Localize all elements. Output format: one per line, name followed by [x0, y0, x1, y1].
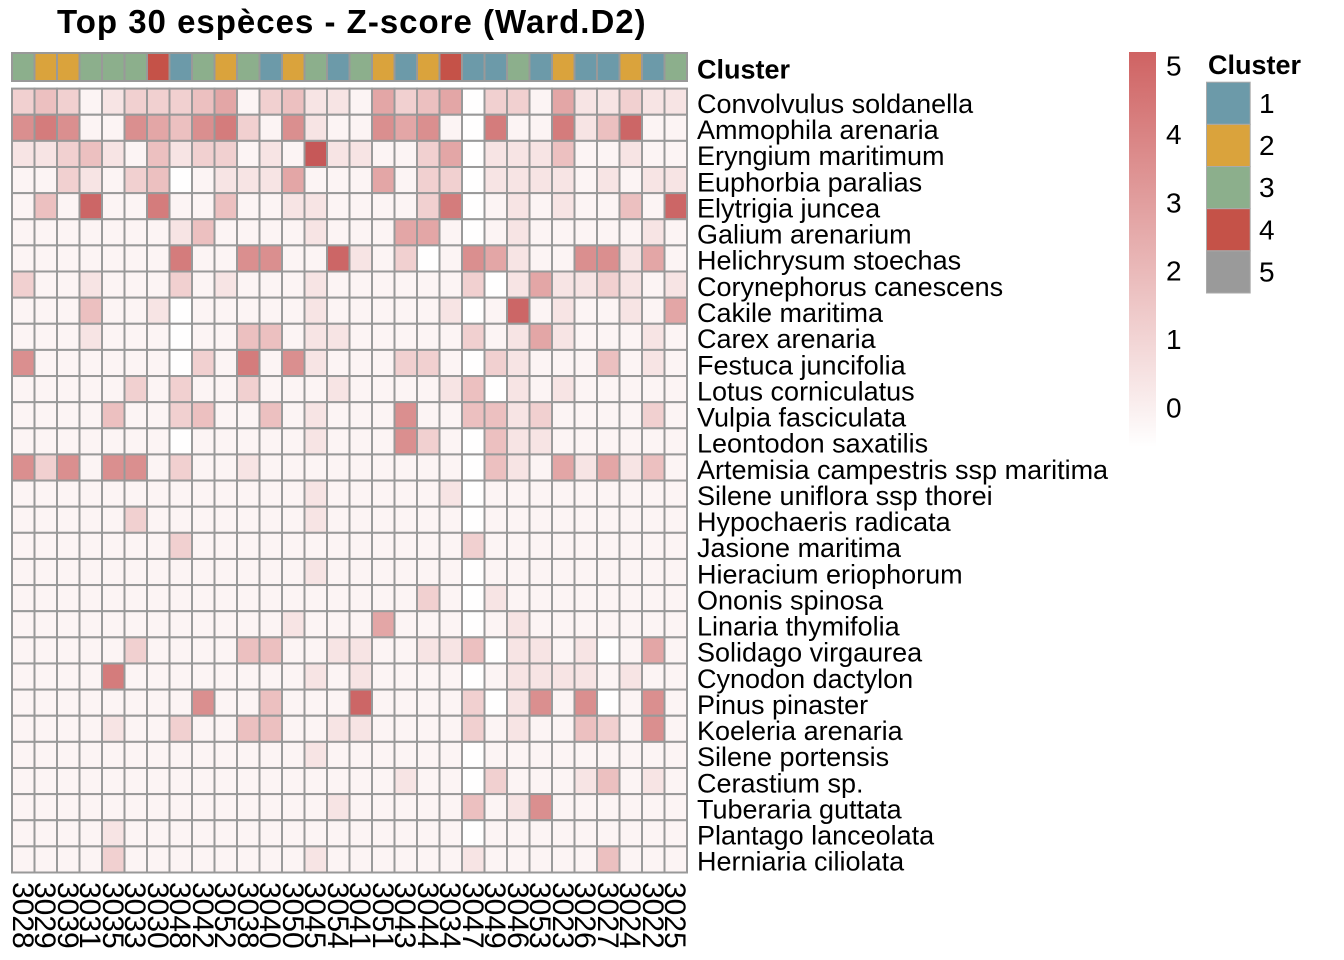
svg-text:4: 4 [1166, 119, 1182, 150]
svg-text:Euphorbia paralias: Euphorbia paralias [697, 167, 922, 197]
svg-text:Convolvulus soldanella: Convolvulus soldanella [697, 89, 974, 119]
svg-text:Hieracium eriophorum: Hieracium eriophorum [697, 559, 963, 589]
svg-text:3047: 3047 [456, 882, 489, 949]
svg-text:3051: 3051 [366, 882, 399, 949]
svg-text:3038: 3038 [231, 882, 264, 949]
svg-text:Tuberaria guttata: Tuberaria guttata [697, 795, 903, 825]
svg-text:Eryngium maritimum: Eryngium maritimum [697, 141, 945, 171]
svg-text:Elytrigia juncea: Elytrigia juncea [697, 194, 881, 224]
svg-text:Ononis spinosa: Ononis spinosa [697, 585, 884, 615]
svg-text:3052: 3052 [208, 882, 241, 949]
svg-text:4: 4 [1259, 214, 1275, 245]
svg-text:3029: 3029 [28, 882, 61, 949]
svg-text:3035: 3035 [96, 882, 129, 949]
svg-text:3033: 3033 [118, 882, 151, 949]
svg-text:Solidago virgaurea: Solidago virgaurea [697, 638, 923, 668]
svg-text:Ammophila arenaria: Ammophila arenaria [697, 115, 940, 145]
svg-text:3025: 3025 [658, 882, 691, 949]
svg-text:Hypochaeris radicata: Hypochaeris radicata [697, 507, 952, 537]
svg-text:Carex arenaria: Carex arenaria [697, 324, 877, 354]
svg-text:0: 0 [1166, 393, 1182, 424]
svg-text:3026: 3026 [568, 882, 601, 949]
svg-text:Top 30 espèces - Z-score (Ward: Top 30 espèces - Z-score (Ward.D2) [57, 3, 647, 40]
svg-text:Jasione maritima: Jasione maritima [697, 533, 902, 563]
svg-text:5: 5 [1259, 256, 1275, 287]
svg-text:3034: 3034 [433, 882, 466, 949]
svg-text:Lotus corniculatus: Lotus corniculatus [697, 376, 915, 406]
svg-text:3042: 3042 [186, 882, 219, 949]
svg-text:3: 3 [1166, 187, 1182, 218]
svg-text:3030: 3030 [141, 882, 174, 949]
svg-text:Silene portensis: Silene portensis [697, 742, 889, 772]
svg-text:3049: 3049 [478, 882, 511, 949]
svg-text:3048: 3048 [163, 882, 196, 949]
svg-text:Galium arenarium: Galium arenarium [697, 220, 912, 250]
svg-text:3023: 3023 [546, 882, 579, 949]
svg-text:Vulpia fasciculata: Vulpia fasciculata [697, 403, 907, 433]
svg-text:3027: 3027 [591, 882, 624, 949]
svg-text:Artemisia campestris ssp marit: Artemisia campestris ssp maritima [697, 455, 1109, 485]
svg-text:3043: 3043 [388, 882, 421, 949]
svg-text:Cluster: Cluster [697, 55, 791, 85]
svg-text:3031: 3031 [73, 882, 106, 949]
svg-text:Cynodon dactylon: Cynodon dactylon [697, 664, 913, 694]
svg-text:Cakile maritima: Cakile maritima [697, 298, 884, 328]
svg-text:Helichrysum stoechas: Helichrysum stoechas [697, 246, 961, 276]
svg-text:Corynephorus canescens: Corynephorus canescens [697, 272, 1003, 302]
svg-text:Plantago lanceolata: Plantago lanceolata [697, 821, 935, 851]
svg-text:Cerastium sp.: Cerastium sp. [697, 768, 864, 798]
svg-text:Festuca juncifolia: Festuca juncifolia [697, 350, 907, 380]
svg-text:Cluster: Cluster [1208, 50, 1302, 80]
svg-text:Koeleria arenaria: Koeleria arenaria [697, 716, 904, 746]
svg-text:3045: 3045 [298, 882, 331, 949]
svg-text:1: 1 [1259, 88, 1275, 119]
svg-text:3050: 3050 [276, 882, 309, 949]
svg-text:Silene uniflora ssp thorei: Silene uniflora ssp thorei [697, 481, 993, 511]
svg-text:3040: 3040 [253, 882, 286, 949]
svg-text:2: 2 [1166, 256, 1182, 287]
svg-text:3024: 3024 [613, 882, 646, 949]
svg-text:Herniaria ciliolata: Herniaria ciliolata [697, 847, 905, 877]
svg-text:3028: 3028 [6, 882, 39, 949]
svg-text:3022: 3022 [636, 882, 669, 949]
svg-text:3053: 3053 [523, 882, 556, 949]
svg-text:3039: 3039 [51, 882, 84, 949]
svg-text:5: 5 [1166, 51, 1182, 82]
svg-text:3: 3 [1259, 172, 1275, 203]
svg-text:Leontodon saxatilis: Leontodon saxatilis [697, 429, 928, 459]
svg-text:3046: 3046 [501, 882, 534, 949]
svg-text:3054: 3054 [321, 882, 354, 949]
svg-text:3044: 3044 [411, 882, 444, 949]
svg-text:2: 2 [1259, 130, 1275, 161]
svg-text:Linaria thymifolia: Linaria thymifolia [697, 612, 901, 642]
svg-text:1: 1 [1166, 324, 1182, 355]
svg-text:Pinus pinaster: Pinus pinaster [697, 690, 868, 720]
svg-text:3041: 3041 [343, 882, 376, 949]
